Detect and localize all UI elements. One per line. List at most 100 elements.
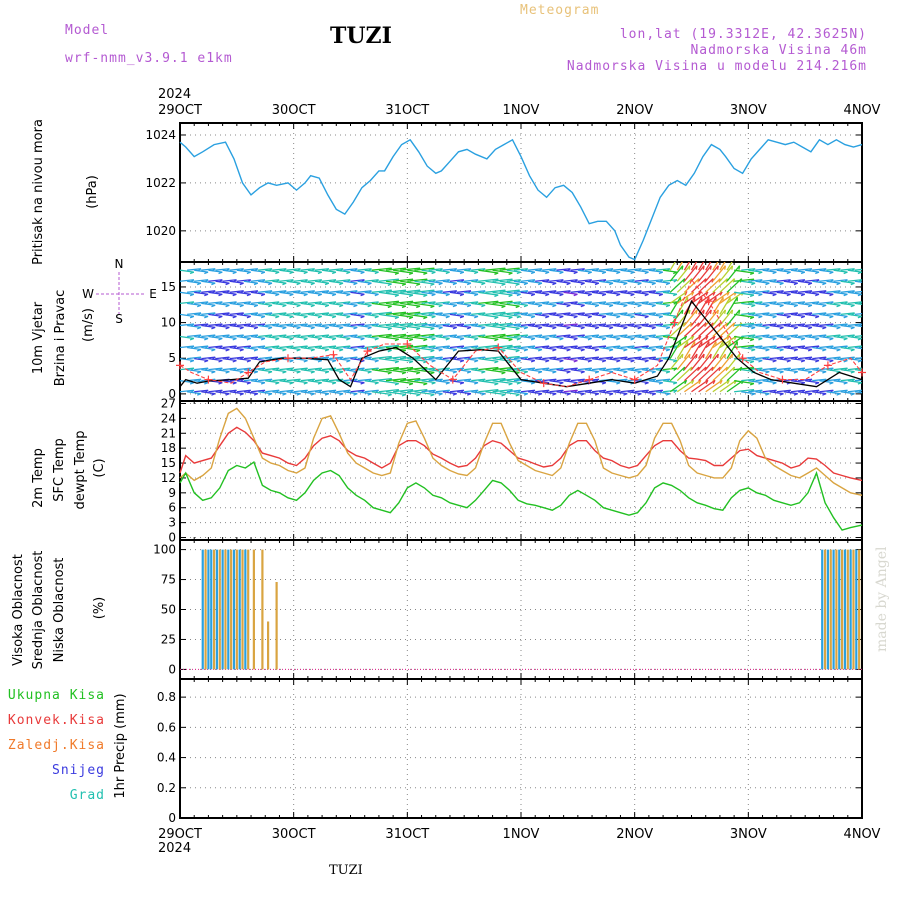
wind-arrow-head	[815, 382, 820, 385]
wind-arrow-head	[712, 379, 716, 385]
wind-arrow	[627, 324, 642, 329]
wind-arrow	[385, 355, 406, 360]
wind-arrow	[591, 357, 606, 362]
wind-arrow	[293, 279, 308, 282]
wind-arrow	[691, 291, 709, 304]
wind-arrow-head	[688, 309, 691, 314]
wind-arrow	[683, 366, 700, 382]
wind-arrow	[676, 322, 693, 337]
wind-arrow	[705, 322, 721, 337]
wind-arrow	[222, 269, 237, 273]
wind-arrow	[528, 302, 543, 306]
wind-arrow	[385, 289, 406, 293]
wind-arrow	[229, 302, 244, 306]
wind-arrow	[655, 378, 670, 382]
wind-arrow	[840, 268, 855, 271]
wind-arrow	[812, 290, 827, 293]
wind-arrow-head	[872, 316, 876, 317]
wind-arrow	[591, 269, 606, 273]
wind-arrow	[563, 279, 578, 282]
wind-arrow-head	[758, 315, 763, 319]
wind-arrow-head	[423, 338, 428, 342]
wind-arrow	[783, 268, 798, 271]
wind-arrow-head	[758, 337, 763, 341]
wind-arrow	[286, 302, 301, 306]
wind-arrow-head	[501, 393, 506, 397]
wind-arrow	[243, 391, 258, 395]
wind-arrow	[676, 309, 691, 326]
wind-arrow-head	[850, 282, 855, 286]
wind-arrow	[492, 291, 513, 296]
wind-arrow	[357, 290, 372, 293]
wind-arrow	[641, 312, 656, 316]
wind-arrow	[272, 280, 287, 284]
wind-arrow	[755, 356, 770, 360]
wind-arrow	[201, 324, 216, 329]
wind-arrow-head	[474, 271, 479, 275]
wind-arrow	[222, 345, 237, 349]
wind-arrow	[698, 353, 712, 371]
wind-arrow	[229, 290, 244, 293]
wind-arrow	[712, 265, 726, 282]
wind-arrow	[478, 291, 499, 296]
wind-arrow	[712, 353, 726, 371]
temp-ylabel-dewpt: dewpt Temp	[73, 430, 88, 509]
wind-arrow	[599, 290, 614, 293]
wind-arrow	[826, 356, 841, 360]
wind-arrow-head	[545, 271, 550, 275]
wind-arrow	[222, 323, 237, 327]
wind-arrow-head	[296, 348, 301, 352]
wind-arrow	[243, 312, 258, 316]
wind-arrow	[471, 324, 486, 329]
wind-arrow	[812, 302, 827, 306]
wind-arrow	[357, 346, 372, 351]
wind-arrow	[683, 309, 698, 326]
wind-arrow	[265, 380, 280, 384]
wind-arrow-head	[709, 309, 712, 314]
wind-arrow	[634, 301, 649, 304]
wind-arrow-head	[401, 327, 407, 331]
wind-arrow	[669, 278, 686, 293]
wind-arrow	[293, 323, 308, 327]
wind-arrow-head	[786, 293, 791, 297]
wind-arrow	[805, 279, 820, 282]
wind-arrow	[258, 378, 273, 382]
wind-arrow	[719, 341, 731, 359]
wind-arrow	[676, 379, 695, 393]
wind-arrow	[414, 289, 435, 293]
wind-arrow	[684, 291, 702, 304]
wind-arrow	[286, 368, 301, 373]
wind-arrow-head	[651, 370, 656, 374]
wind-arrow	[748, 269, 763, 273]
wind-arrow	[790, 269, 805, 273]
wind-arrow-head	[516, 359, 521, 363]
wind-arrow	[378, 278, 399, 282]
wind-arrow	[357, 378, 372, 382]
wind-arrow	[371, 302, 392, 307]
wind-arrow	[414, 267, 435, 271]
wind-arrow	[726, 309, 741, 326]
wind-arrow	[435, 335, 450, 340]
wind-arrow	[563, 291, 578, 295]
wind-arrow-head	[765, 348, 770, 352]
wind-arrow	[669, 341, 682, 359]
wind-arrow-head	[644, 315, 649, 319]
wind-arrow	[613, 368, 628, 373]
wind-arrow	[542, 280, 557, 284]
wind-arrow	[194, 367, 209, 371]
wind-arrow	[393, 335, 414, 340]
wind-arrow	[669, 366, 686, 382]
wind-arrow	[762, 389, 777, 393]
wind-arrow	[322, 279, 337, 282]
wind-arrow	[755, 324, 770, 329]
wind-arrow	[783, 368, 798, 373]
wind-arrow-head	[189, 315, 195, 319]
wind-arrow-head	[665, 282, 671, 286]
wind-arrow	[428, 346, 443, 351]
wind-arrow-head	[438, 348, 443, 352]
wind-arrow-head	[416, 327, 421, 331]
wind-arrow-head	[401, 305, 407, 309]
wind-arrow	[236, 357, 251, 362]
wind-arrow	[329, 391, 344, 395]
wind-arrow	[279, 335, 294, 340]
